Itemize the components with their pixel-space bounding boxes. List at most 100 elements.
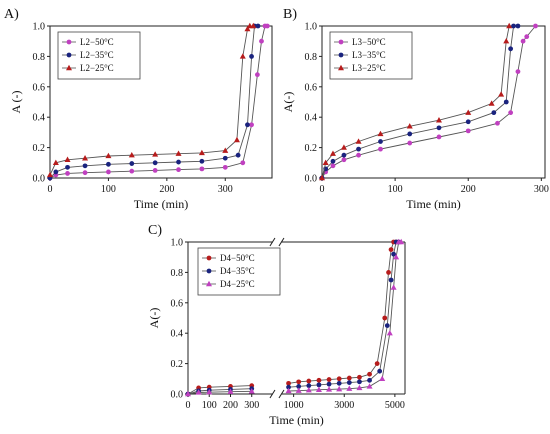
data-point	[503, 38, 510, 44]
data-point	[384, 323, 390, 328]
data-point	[356, 384, 363, 391]
data-point	[398, 238, 405, 245]
data-point	[47, 171, 53, 178]
data-point	[152, 151, 159, 157]
data-point	[296, 379, 302, 385]
data-point	[326, 386, 333, 392]
x-tick-label: 5000	[385, 400, 405, 411]
data-point	[495, 120, 500, 126]
data-point	[53, 169, 59, 175]
data-point	[336, 376, 342, 382]
data-point	[390, 284, 397, 290]
data-point	[249, 122, 254, 128]
data-point	[64, 156, 71, 162]
data-point	[82, 155, 89, 161]
data-point	[382, 315, 388, 321]
data-point	[195, 389, 202, 395]
data-point	[491, 110, 497, 116]
data-point	[367, 377, 372, 383]
data-point	[198, 149, 205, 156]
legend-marker	[206, 255, 212, 261]
data-point	[346, 380, 352, 385]
data-point	[222, 155, 228, 161]
data-point	[295, 387, 302, 393]
data-point	[106, 161, 111, 167]
data-point	[346, 375, 352, 381]
axis-break-mark	[278, 237, 285, 247]
data-point	[378, 139, 383, 144]
data-point	[152, 168, 158, 173]
legend-marker	[66, 39, 72, 45]
data-point	[65, 171, 70, 176]
data-point	[222, 147, 229, 153]
legend-box	[57, 31, 141, 80]
data-point	[286, 380, 291, 386]
data-point	[152, 160, 158, 166]
data-point	[255, 23, 261, 29]
data-point	[129, 168, 135, 174]
data-point	[259, 38, 264, 44]
x-tick-label: 0	[320, 184, 325, 195]
data-point	[356, 152, 361, 158]
data-point	[393, 254, 400, 260]
data-point	[508, 46, 514, 52]
data-point	[319, 174, 325, 181]
legend-box	[197, 247, 281, 296]
data-point	[436, 134, 442, 140]
data-point	[506, 22, 513, 29]
data-point	[106, 169, 111, 175]
chart-b: 0 100 200 300 0.0 0.2 0.4 0.6 0.8 1.0 Time (min) A(…	[281, 22, 549, 212]
data-point	[388, 247, 394, 253]
data-point	[515, 23, 521, 29]
data-point	[305, 387, 312, 393]
series-line	[288, 241, 399, 388]
panel-label-a: A)	[4, 7, 19, 22]
data-point	[524, 34, 530, 40]
data-point	[374, 361, 380, 366]
legend-label: L2−35°C	[80, 50, 114, 60]
series-line	[49, 25, 268, 179]
data-point	[129, 161, 135, 166]
legend-marker	[338, 64, 344, 71]
data-point	[436, 125, 442, 131]
y-tick-label: 0.4	[305, 113, 318, 124]
legend-label: D4−50°C	[220, 253, 255, 263]
y-tick-label: 0.8	[171, 268, 184, 279]
x-axis-label: Time (min)	[406, 197, 461, 211]
data-point	[240, 160, 246, 166]
data-point	[316, 377, 322, 383]
legend-marker	[338, 52, 344, 58]
data-point	[465, 128, 471, 134]
plot-frame	[321, 25, 546, 179]
data-point	[355, 138, 362, 144]
x-tick-label: 300	[218, 184, 233, 195]
data-point	[508, 110, 514, 116]
data-point	[341, 157, 347, 163]
data-point	[233, 136, 240, 143]
y-tick-label: 0.8	[33, 52, 46, 63]
x-tick-label: 200	[461, 184, 476, 195]
legend-label: L3−35°C	[352, 50, 386, 60]
x-tick-label: 100	[388, 184, 403, 195]
data-point	[336, 385, 343, 392]
data-point	[239, 53, 246, 59]
x-tick-label: 200	[223, 400, 238, 411]
x-tick-label: 0	[186, 400, 191, 411]
y-tick-label: 0.8	[305, 52, 318, 63]
panel-label-c: C)	[148, 223, 162, 238]
data-point	[406, 123, 413, 129]
data-point	[65, 164, 70, 170]
data-point	[306, 383, 312, 389]
data-point	[82, 170, 88, 176]
data-point	[249, 54, 254, 59]
legend-label: L3−25°C	[352, 63, 386, 73]
data-point	[206, 388, 213, 395]
x-tick-label: 300	[534, 184, 549, 195]
y-tick-label: 0.2	[33, 143, 46, 154]
data-point	[341, 152, 347, 158]
y-tick-label: 0.0	[305, 174, 318, 185]
data-point	[357, 379, 362, 385]
data-point	[465, 119, 471, 125]
legend-marker	[338, 39, 344, 45]
